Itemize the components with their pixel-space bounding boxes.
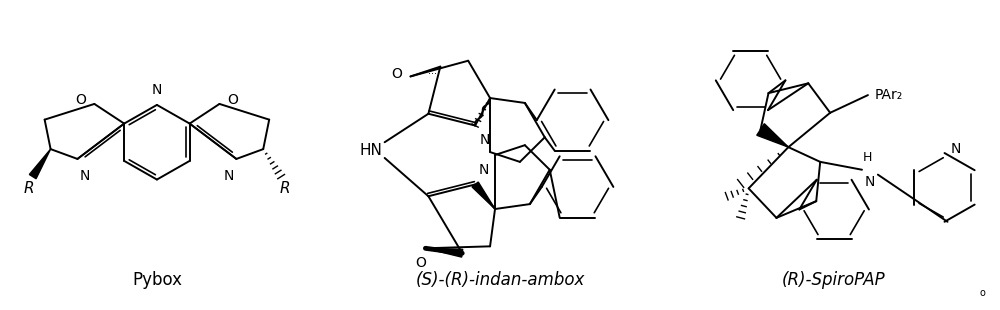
Text: O: O: [227, 93, 238, 107]
Text: o: o: [979, 288, 985, 298]
Text: PAr₂: PAr₂: [875, 88, 903, 102]
Text: ....: ....: [428, 65, 440, 76]
Polygon shape: [472, 182, 495, 209]
Text: N: N: [480, 133, 490, 147]
Text: O: O: [76, 93, 86, 107]
Text: O: O: [392, 68, 403, 82]
Text: R: R: [23, 181, 34, 196]
Text: N: N: [79, 169, 90, 183]
Text: N: N: [152, 83, 162, 97]
Text: Pybox: Pybox: [132, 271, 182, 289]
Text: HN: HN: [359, 143, 382, 157]
Polygon shape: [757, 124, 788, 147]
Text: N: N: [479, 163, 489, 177]
Text: (S)-(R)-indan-ambox: (S)-(R)-indan-ambox: [415, 271, 585, 289]
Text: N: N: [224, 169, 234, 183]
Text: R: R: [280, 181, 290, 196]
Text: O: O: [415, 256, 426, 270]
Text: H: H: [862, 151, 872, 164]
Text: N: N: [950, 142, 961, 156]
Polygon shape: [425, 248, 463, 257]
Text: N: N: [865, 175, 875, 189]
Polygon shape: [29, 149, 51, 179]
Text: (R)-SpiroPAP: (R)-SpiroPAP: [781, 271, 885, 289]
